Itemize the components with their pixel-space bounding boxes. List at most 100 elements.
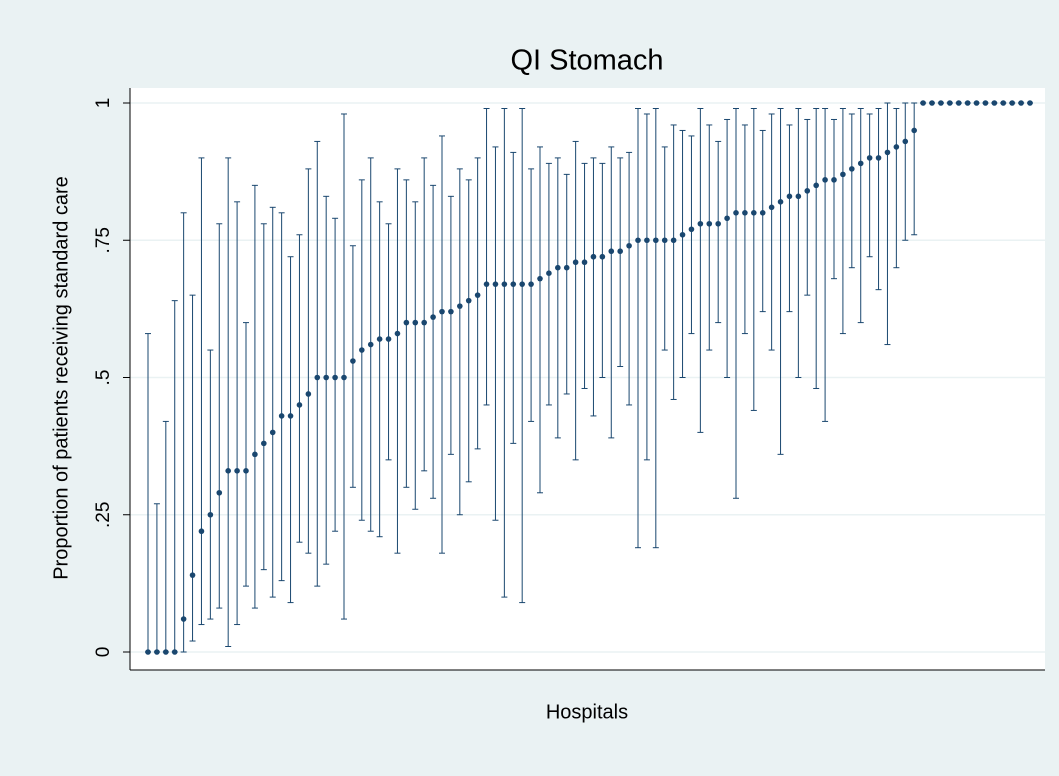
- point: [590, 253, 597, 260]
- point: [394, 330, 401, 337]
- point: [483, 281, 490, 287]
- y-tick-label: 1: [93, 98, 114, 109]
- point: [546, 270, 552, 276]
- point: [822, 177, 828, 183]
- point: [278, 413, 285, 419]
- point: [296, 402, 303, 408]
- point: [804, 188, 811, 194]
- point: [323, 374, 329, 381]
- point: [341, 374, 347, 381]
- point: [501, 281, 508, 287]
- point: [234, 468, 240, 474]
- grid: [130, 102, 1045, 653]
- point: [198, 528, 205, 535]
- point: [635, 237, 641, 244]
- point: [617, 248, 623, 255]
- marks: [145, 100, 1033, 655]
- point: [857, 160, 864, 167]
- point: [581, 259, 588, 266]
- point: [528, 281, 534, 287]
- point: [733, 210, 739, 216]
- y-tick-label: .5: [93, 370, 114, 386]
- point: [840, 171, 846, 178]
- point: [163, 649, 169, 655]
- point: [510, 281, 517, 287]
- point: [688, 226, 695, 233]
- point: [563, 264, 570, 271]
- point: [225, 468, 231, 474]
- point: [679, 231, 686, 238]
- point: [180, 616, 187, 622]
- point: [385, 336, 392, 342]
- point: [189, 572, 196, 578]
- point: [1000, 100, 1007, 106]
- point: [902, 138, 909, 145]
- point: [715, 220, 721, 227]
- point: [474, 292, 481, 298]
- point: [875, 155, 882, 161]
- point: [893, 144, 900, 150]
- y-tick-label: .25: [93, 502, 114, 528]
- y-tick-label: .75: [93, 227, 114, 253]
- point: [216, 489, 223, 496]
- point: [465, 297, 472, 304]
- point: [1009, 100, 1015, 106]
- point: [376, 336, 383, 342]
- point: [661, 237, 668, 244]
- point: [492, 281, 499, 287]
- y-axis-label: Proportion of patients receiving standar…: [50, 176, 72, 580]
- point: [644, 237, 650, 244]
- point: [982, 100, 989, 106]
- point: [305, 391, 312, 397]
- point: [430, 314, 436, 320]
- point: [252, 451, 258, 458]
- point: [884, 149, 891, 156]
- point: [412, 319, 419, 326]
- point: [261, 440, 267, 447]
- plot-area: [130, 88, 1045, 670]
- y-tick-label: 0: [93, 647, 114, 658]
- point: [964, 100, 971, 106]
- point: [751, 210, 757, 216]
- point: [1027, 100, 1033, 106]
- point: [626, 242, 632, 249]
- point: [572, 259, 579, 266]
- point: [519, 281, 525, 287]
- point: [991, 100, 998, 106]
- point: [653, 237, 659, 244]
- point: [154, 649, 160, 655]
- point: [367, 341, 374, 348]
- chart-title: QI Stomach: [510, 45, 663, 77]
- point: [706, 220, 713, 227]
- point: [332, 374, 338, 381]
- point: [537, 275, 543, 282]
- point: [439, 308, 445, 315]
- point: [350, 358, 356, 364]
- point: [742, 210, 748, 216]
- point: [448, 308, 454, 315]
- point: [973, 100, 980, 106]
- point: [1018, 100, 1024, 106]
- point: [287, 413, 294, 419]
- point: [813, 182, 819, 189]
- point: [697, 220, 704, 227]
- point: [314, 374, 321, 381]
- point: [403, 319, 410, 326]
- point: [171, 649, 178, 655]
- point: [831, 177, 837, 183]
- point: [457, 303, 463, 309]
- point: [670, 237, 677, 244]
- point: [243, 468, 249, 474]
- point: [724, 215, 730, 222]
- point: [795, 193, 802, 200]
- point: [421, 319, 427, 326]
- point: [786, 193, 793, 200]
- point: [599, 253, 606, 260]
- point: [608, 248, 615, 255]
- point: [269, 429, 276, 436]
- point: [145, 649, 151, 655]
- point: [955, 100, 962, 106]
- point: [849, 166, 855, 172]
